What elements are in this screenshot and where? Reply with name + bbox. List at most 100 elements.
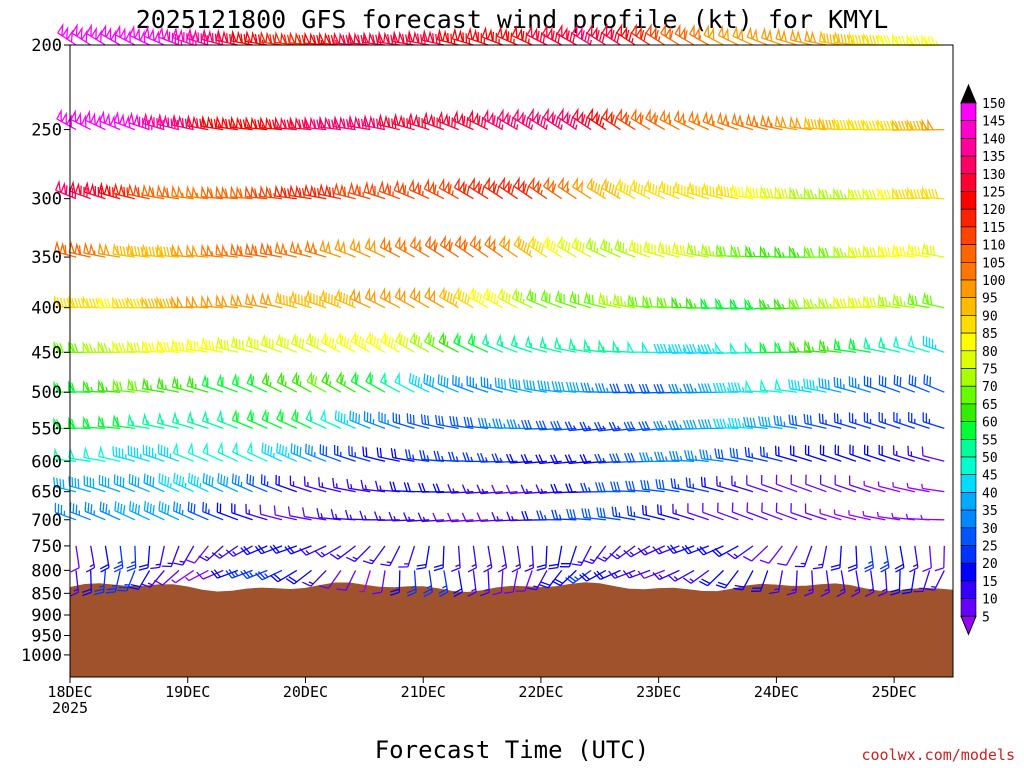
wind-barb-shaft	[299, 545, 327, 556]
wind-barb	[319, 238, 342, 258]
wind-barb	[571, 23, 593, 46]
wind-barb	[864, 545, 875, 573]
wind-barb	[350, 370, 371, 393]
wind-barb	[921, 118, 945, 131]
wind-barb	[333, 31, 356, 46]
wind-barb-shaft	[54, 502, 77, 521]
wind-barb	[625, 480, 651, 493]
wind-barb	[909, 545, 919, 573]
wind-barb	[848, 244, 871, 258]
wind-barb-shaft	[202, 441, 224, 462]
wind-barb	[142, 412, 165, 430]
wind-barb	[551, 509, 577, 521]
wind-barb	[746, 475, 768, 493]
wind-barb-shaft	[156, 338, 180, 353]
wind-barb-shaft	[526, 288, 548, 309]
wind-barb	[97, 242, 121, 258]
wind-barb-shaft	[836, 570, 846, 598]
wind-barb	[628, 238, 651, 258]
colorbar-label: 85	[982, 327, 998, 342]
wind-barb	[128, 111, 153, 131]
wind-barb	[245, 503, 268, 521]
x-tick-label: 20DEC	[283, 683, 328, 701]
wind-barb-shaft	[142, 444, 165, 462]
wind-barb-shaft	[794, 545, 813, 568]
wind-barb-shaft	[185, 569, 209, 582]
wind-barb	[775, 502, 798, 521]
wind-barb	[638, 420, 665, 432]
wind-barb	[482, 332, 504, 353]
colorbar-label: 15	[982, 575, 998, 590]
wind-barb	[305, 332, 327, 353]
wind-barb-shaft	[275, 474, 298, 493]
wind-barb	[483, 176, 504, 200]
wind-barb-shaft	[788, 297, 812, 310]
wind-barb	[586, 107, 607, 131]
wind-barb-shaft	[216, 373, 239, 393]
wind-barb	[494, 377, 518, 393]
colorbar-label: 90	[982, 309, 998, 324]
wind-barb	[348, 445, 371, 462]
wind-barb	[671, 296, 695, 309]
wind-barb-shaft	[554, 336, 577, 353]
wind-barb-shaft	[171, 184, 194, 200]
wind-barb-shaft	[394, 331, 415, 353]
wind-barb-shaft	[390, 570, 401, 596]
wind-barb	[759, 185, 783, 200]
wind-barb	[864, 570, 875, 597]
wind-barb-shaft	[586, 23, 607, 46]
wind-barb-shaft	[774, 185, 798, 200]
wind-barb-shaft	[922, 545, 932, 573]
wind-barb	[259, 241, 283, 258]
wind-barb	[687, 181, 709, 200]
wind-barb	[334, 410, 356, 429]
wind-barb	[730, 244, 754, 258]
wind-barb-shaft	[69, 180, 91, 200]
wind-barb-shaft	[616, 107, 636, 131]
wind-barb	[598, 291, 621, 309]
wind-barb-shaft	[506, 419, 533, 430]
wind-barb	[891, 118, 915, 131]
wind-barb	[388, 511, 415, 522]
wind-barb	[833, 30, 857, 46]
wind-barb-shaft	[275, 333, 298, 353]
wind-barb	[216, 409, 239, 430]
wind-barb-shaft	[893, 374, 916, 393]
wind-barb-shaft	[454, 234, 474, 258]
wind-barb-shaft	[712, 418, 739, 430]
wind-barb	[185, 295, 209, 309]
wind-barb	[566, 508, 592, 521]
wind-barb-shaft	[727, 417, 754, 430]
wind-barb-shaft	[542, 235, 563, 258]
wind-barb	[408, 373, 430, 393]
wind-barb-shaft	[244, 185, 268, 200]
wind-barb-shaft	[378, 180, 401, 200]
wind-barb-shaft	[336, 570, 357, 591]
colorbar-swatch	[960, 545, 977, 564]
wind-barb-shaft	[862, 294, 886, 309]
wind-barb-shaft	[333, 444, 356, 462]
wind-barb-shaft	[877, 118, 901, 131]
wind-barb-shaft	[615, 177, 636, 200]
wind-barb-shaft	[406, 29, 430, 46]
wind-barb	[255, 569, 283, 581]
x-tick-label: 24DEC	[754, 683, 799, 701]
wind-barb-shaft	[847, 545, 858, 572]
wind-barb-shaft	[186, 114, 209, 131]
wind-barb	[878, 335, 901, 353]
wind-barb	[907, 292, 930, 309]
wind-barb-shaft	[892, 445, 915, 462]
wind-barb-shaft	[907, 334, 930, 353]
wind-barb-shaft	[851, 570, 861, 598]
wind-barb	[319, 444, 342, 462]
colorbar-swatch	[960, 598, 977, 617]
wind-barb	[712, 418, 739, 430]
wind-barb	[670, 478, 695, 493]
wind-barb	[318, 477, 342, 493]
wind-barb	[774, 114, 798, 131]
wind-barb	[906, 118, 930, 131]
wind-barb-shaft	[657, 240, 680, 258]
wind-barb-shaft	[424, 235, 445, 258]
wind-barb-shaft	[335, 331, 356, 353]
wind-barb-shaft	[483, 176, 504, 200]
